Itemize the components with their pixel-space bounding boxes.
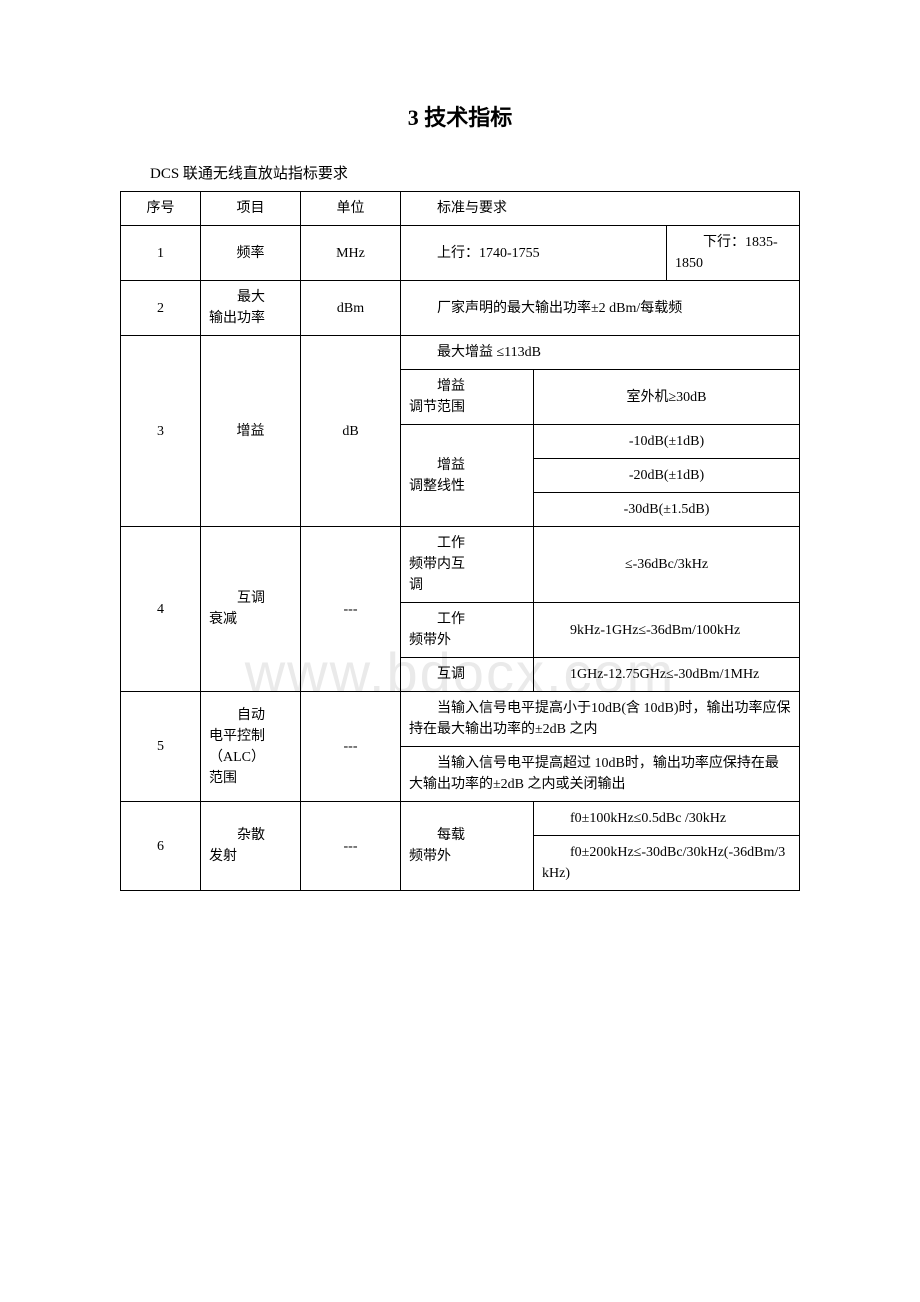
table-row: 5 自动 电平控制 （ALC） 范围 --- 当输入信号电平提高小于10dB(含…: [121, 692, 800, 747]
cell-item: 互调 衰减: [201, 527, 301, 692]
cell-gain-linear-v2: -20dB(±1dB): [534, 459, 800, 493]
header-item: 项目: [201, 192, 301, 226]
cell-unit: dBm: [301, 281, 401, 336]
table-row: 6 杂散 发射 --- 每载 频带外 f0±100kHz≤0.5dBc /30k…: [121, 802, 800, 836]
cell-gain-linear-label: 增益 调整线性: [401, 425, 534, 527]
table-row: 3 增益 dB 最大增益 ≤113dB: [121, 336, 800, 370]
header-no: 序号: [121, 192, 201, 226]
cell-no: 6: [121, 802, 201, 891]
spec-table: 序号 项目 单位 标准与要求 1 频率 MHz 上行：1740-1755 下行：…: [120, 191, 800, 891]
cell-downlink: 下行：1835-1850: [667, 226, 800, 281]
cell-alc-r1: 当输入信号电平提高小于10dB(含 10dB)时，输出功率应保持在最大输出功率的…: [401, 692, 800, 747]
cell-spurious-v1: f0±100kHz≤0.5dBc /30kHz: [534, 802, 800, 836]
cell-gain-range-val: 室外机≥30dB: [534, 370, 800, 425]
page-title: 3 技术指标: [120, 100, 800, 132]
cell-no: 2: [121, 281, 201, 336]
cell-outband-v1: 9kHz-1GHz≤-36dBm/100kHz: [534, 603, 800, 658]
cell-item: 杂散 发射: [201, 802, 301, 891]
cell-no: 3: [121, 336, 201, 527]
cell-item: 最大 输出功率: [201, 281, 301, 336]
cell-unit: ---: [301, 527, 401, 692]
table-row: 4 互调 衰减 --- 工作 频带内互 调 ≤-36dBc/3kHz: [121, 527, 800, 603]
cell-unit: dB: [301, 336, 401, 527]
header-unit: 单位: [301, 192, 401, 226]
cell-item: 自动 电平控制 （ALC） 范围: [201, 692, 301, 802]
table-row: 1 频率 MHz 上行：1740-1755 下行：1835-1850: [121, 226, 800, 281]
cell-outband-label: 工作 频带外: [401, 603, 534, 658]
cell-outband-v2: 1GHz-12.75GHz≤-30dBm/1MHz: [534, 658, 800, 692]
cell-gain-range-label: 增益 调节范围: [401, 370, 534, 425]
cell-alc-r2: 当输入信号电平提高超过 10dB时，输出功率应保持在最大输出功率的±2dB 之内…: [401, 747, 800, 802]
cell-no: 5: [121, 692, 201, 802]
header-row: 序号 项目 单位 标准与要求: [121, 192, 800, 226]
cell-unit: ---: [301, 692, 401, 802]
cell-spurious-label: 每载 频带外: [401, 802, 534, 891]
cell-item: 增益: [201, 336, 301, 527]
cell-req: 厂家声明的最大输出功率±2 dBm/每载频: [401, 281, 800, 336]
cell-inband-label: 工作 频带内互 调: [401, 527, 534, 603]
cell-gain-linear-v1: -10dB(±1dB): [534, 425, 800, 459]
cell-outband-sublabel: 互调: [401, 658, 534, 692]
cell-spurious-v2: f0±200kHz≤-30dBc/30kHz(-36dBm/3kHz): [534, 836, 800, 891]
cell-no: 1: [121, 226, 201, 281]
header-req: 标准与要求: [401, 192, 800, 226]
cell-uplink: 上行：1740-1755: [401, 226, 667, 281]
cell-unit: MHz: [301, 226, 401, 281]
cell-gain-linear-v3: -30dB(±1.5dB): [534, 493, 800, 527]
cell-no: 4: [121, 527, 201, 692]
cell-inband-val: ≤-36dBc/3kHz: [534, 527, 800, 603]
subtitle: DCS 联通无线直放站指标要求: [120, 162, 800, 183]
cell-max-gain: 最大增益 ≤113dB: [401, 336, 800, 370]
cell-item: 频率: [201, 226, 301, 281]
table-row: 2 最大 输出功率 dBm 厂家声明的最大输出功率±2 dBm/每载频: [121, 281, 800, 336]
cell-unit: ---: [301, 802, 401, 891]
